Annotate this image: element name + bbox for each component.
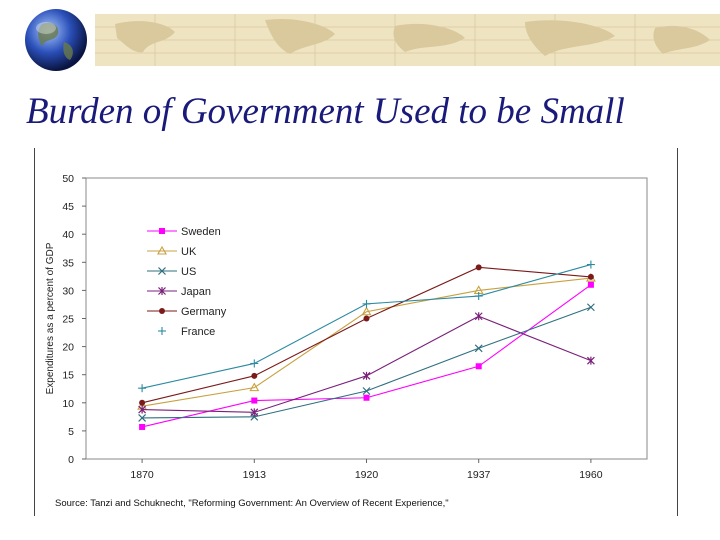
- legend-label: US: [181, 266, 196, 278]
- line-chart: 0 5 10 15 20 25 30 35 40 45 50 1870 1913 1920 1937 1960…: [45, 173, 648, 481]
- globe-icon: [25, 9, 87, 71]
- data-point-germany: [251, 372, 258, 379]
- y-tick-label: 50: [62, 173, 74, 185]
- data-point-germany: [587, 273, 594, 280]
- y-tick-label: 10: [62, 398, 74, 410]
- data-point-japan: [586, 356, 595, 365]
- legend-label: Sweden: [181, 226, 221, 238]
- y-tick-label: 0: [68, 454, 74, 466]
- data-point-us: [138, 414, 147, 422]
- legend-label: UK: [181, 246, 197, 258]
- y-tick-label: 25: [62, 314, 74, 326]
- x-tick-label: 1960: [579, 469, 603, 481]
- data-point-france: [586, 260, 595, 269]
- data-point-japan: [362, 371, 371, 380]
- data-point-sweden: [475, 363, 482, 370]
- legend-label: Japan: [181, 286, 211, 298]
- y-tick-label: 40: [62, 229, 74, 241]
- legend-marker: [159, 308, 165, 314]
- data-point-sweden: [139, 423, 146, 430]
- data-point-us: [586, 303, 595, 312]
- legend-marker: [159, 228, 165, 234]
- y-axis-label: Expenditures as a percent of GDP: [45, 242, 56, 394]
- legend-marker: [158, 267, 166, 275]
- legend-label: Germany: [181, 306, 227, 318]
- x-tick-label: 1913: [243, 469, 267, 481]
- chart-source: Source: Tanzi and Schuknecht, "Reforming…: [55, 498, 449, 509]
- map-decoration: [95, 14, 720, 66]
- x-tick-label: 1937: [467, 469, 491, 481]
- slide-title: Burden of Government Used to be Small: [26, 91, 625, 132]
- series-line-uk: [142, 277, 591, 407]
- y-tick-label: 15: [62, 370, 74, 382]
- legend-marker: [157, 245, 167, 255]
- data-point-germany: [363, 315, 370, 322]
- legend-label: France: [181, 326, 215, 338]
- y-tick-label: 5: [68, 426, 74, 438]
- data-point-sweden: [251, 397, 258, 404]
- data-point-japan: [250, 408, 259, 417]
- chart-frame: 0 5 10 15 20 25 30 35 40 45 50 1870 1913 1920 1937 1960…: [34, 148, 678, 516]
- y-tick-label: 35: [62, 257, 74, 269]
- data-point-uk: [361, 306, 372, 316]
- data-point-uk: [249, 382, 260, 392]
- data-point-germany: [475, 264, 482, 271]
- data-point-france: [138, 384, 147, 393]
- data-point-france: [250, 359, 259, 368]
- data-point-france: [474, 292, 483, 301]
- y-tick-label: 30: [62, 285, 74, 297]
- data-point-us: [474, 344, 483, 353]
- data-point-japan: [474, 312, 483, 321]
- x-tick-label: 1870: [130, 469, 154, 481]
- data-point-germany: [139, 399, 146, 406]
- title-banner: [0, 0, 720, 80]
- y-tick-label: 20: [62, 342, 74, 354]
- data-point-france: [362, 299, 371, 308]
- data-point-japan: [138, 405, 147, 414]
- x-tick-label: 1920: [355, 469, 379, 481]
- world-map-strip: [95, 14, 720, 66]
- legend-marker: [158, 287, 166, 295]
- data-point-sweden: [363, 394, 370, 401]
- data-point-sweden: [587, 281, 594, 288]
- y-tick-label: 45: [62, 201, 74, 213]
- data-point-us: [362, 387, 371, 395]
- legend-marker: [158, 327, 166, 335]
